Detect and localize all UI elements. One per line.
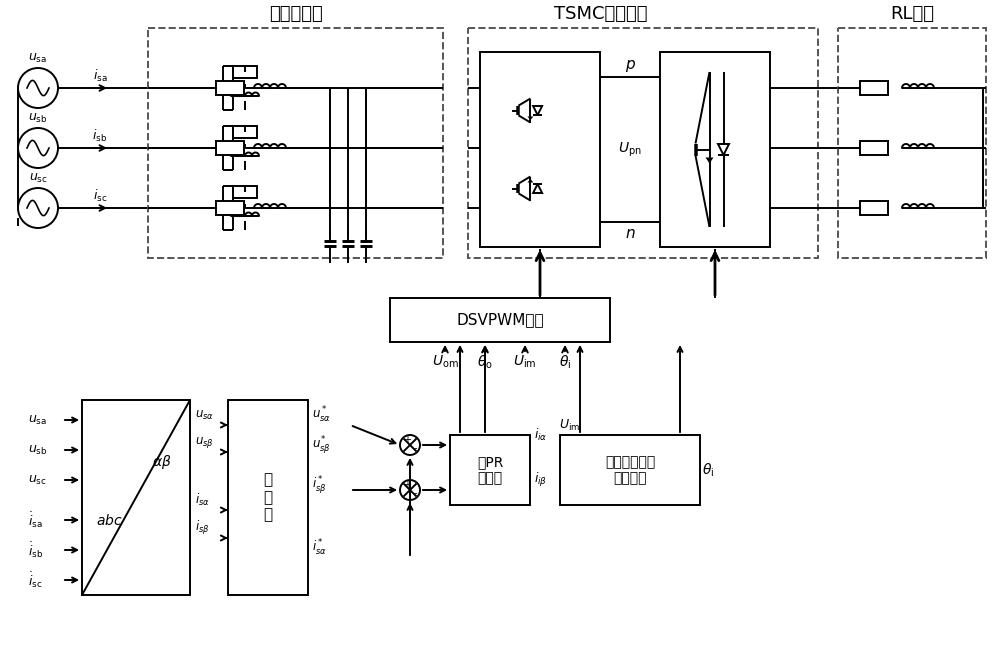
Bar <box>390 298 610 342</box>
Bar <box>216 201 244 215</box>
Text: 归
一
化: 归 一 化 <box>263 472 273 522</box>
Bar <box>860 141 888 155</box>
Text: $u_{\rm sa}$: $u_{\rm sa}$ <box>28 413 47 426</box>
Text: $abc$: $abc$ <box>96 513 122 528</box>
Text: $u_{s\alpha}^*$: $u_{s\alpha}^*$ <box>312 405 331 425</box>
Text: 准PR
控制器: 准PR 控制器 <box>477 455 503 485</box>
Bar <box>450 435 530 505</box>
Bar <box>148 28 443 258</box>
Bar <box>468 28 818 258</box>
Text: $u_{\rm sa}$: $u_{\rm sa}$ <box>28 51 48 64</box>
Text: $i_{s\beta}^*$: $i_{s\beta}^*$ <box>312 474 327 496</box>
Text: $\alpha\beta$: $\alpha\beta$ <box>152 454 172 471</box>
Text: $i_{\rm sb}$: $i_{\rm sb}$ <box>92 128 108 144</box>
Text: $U_{\rm im}$: $U_{\rm im}$ <box>513 354 537 370</box>
Text: RL负载: RL负载 <box>890 5 934 23</box>
Text: +: + <box>403 435 411 445</box>
Bar <box>860 81 888 95</box>
Polygon shape <box>706 158 714 164</box>
Text: $u_{s\beta}^{*}$: $u_{s\beta}^{*}$ <box>312 434 331 456</box>
Text: p: p <box>625 58 635 73</box>
Text: $u_{s\beta}$: $u_{s\beta}$ <box>195 434 214 450</box>
Text: $i_{s\alpha}^*$: $i_{s\alpha}^*$ <box>312 538 327 558</box>
Text: $i_{i\alpha}$: $i_{i\alpha}$ <box>534 427 548 443</box>
Bar <box>560 435 700 505</box>
Text: -: - <box>413 443 417 453</box>
Text: $i_{\rm sc}$: $i_{\rm sc}$ <box>93 188 107 204</box>
Bar <box>233 66 257 78</box>
Text: $i_{s\alpha}$: $i_{s\alpha}$ <box>195 492 210 508</box>
Text: $i_{s\beta}$: $i_{s\beta}$ <box>195 519 210 537</box>
Text: $\dot{i}_{\rm sc}$: $\dot{i}_{\rm sc}$ <box>28 570 42 590</box>
Text: $u_{\rm sb}$: $u_{\rm sb}$ <box>28 112 48 125</box>
Text: $U_{\rm om}$: $U_{\rm om}$ <box>432 354 458 370</box>
Text: $i_{i\beta}$: $i_{i\beta}$ <box>534 471 547 489</box>
Text: 输入滤波器: 输入滤波器 <box>269 5 322 23</box>
Bar <box>82 400 190 595</box>
Text: $u_{\rm sb}$: $u_{\rm sb}$ <box>28 443 47 456</box>
Text: $U_{\rm im}$: $U_{\rm im}$ <box>559 417 581 432</box>
Text: $U_{\rm pn}$: $U_{\rm pn}$ <box>618 140 642 158</box>
Text: TSMC开关电路: TSMC开关电路 <box>554 5 648 23</box>
Polygon shape <box>527 117 533 120</box>
Text: $u_{\rm sc}$: $u_{\rm sc}$ <box>29 171 47 184</box>
Text: $u_{s\alpha}$: $u_{s\alpha}$ <box>195 408 214 422</box>
Text: +: + <box>403 480 411 490</box>
Bar <box>860 201 888 215</box>
Text: $i_{\rm sa}$: $i_{\rm sa}$ <box>93 68 107 84</box>
Text: n: n <box>625 227 635 241</box>
Bar <box>228 400 308 595</box>
Polygon shape <box>527 179 533 182</box>
Bar <box>660 52 770 247</box>
Bar <box>216 81 244 95</box>
Bar <box>216 141 244 155</box>
Text: $\dot{i}_{\rm sb}$: $\dot{i}_{\rm sb}$ <box>28 540 43 560</box>
Text: $\theta_{\rm i}$: $\theta_{\rm i}$ <box>702 461 714 479</box>
Text: -: - <box>413 488 417 498</box>
Bar <box>480 52 600 247</box>
Bar <box>838 28 986 258</box>
Text: $\theta_{\rm o}$: $\theta_{\rm o}$ <box>477 353 493 371</box>
Text: DSVPWM调制: DSVPWM调制 <box>456 313 544 328</box>
Text: $u_{\rm sc}$: $u_{\rm sc}$ <box>28 474 47 487</box>
Text: $\dot{i}_{\rm sa}$: $\dot{i}_{\rm sa}$ <box>28 510 43 530</box>
Bar <box>233 186 257 198</box>
Text: $\theta_{\rm i}$: $\theta_{\rm i}$ <box>559 353 571 371</box>
Bar <box>233 126 257 138</box>
Text: 计算输入电流
矢量相位: 计算输入电流 矢量相位 <box>605 455 655 485</box>
